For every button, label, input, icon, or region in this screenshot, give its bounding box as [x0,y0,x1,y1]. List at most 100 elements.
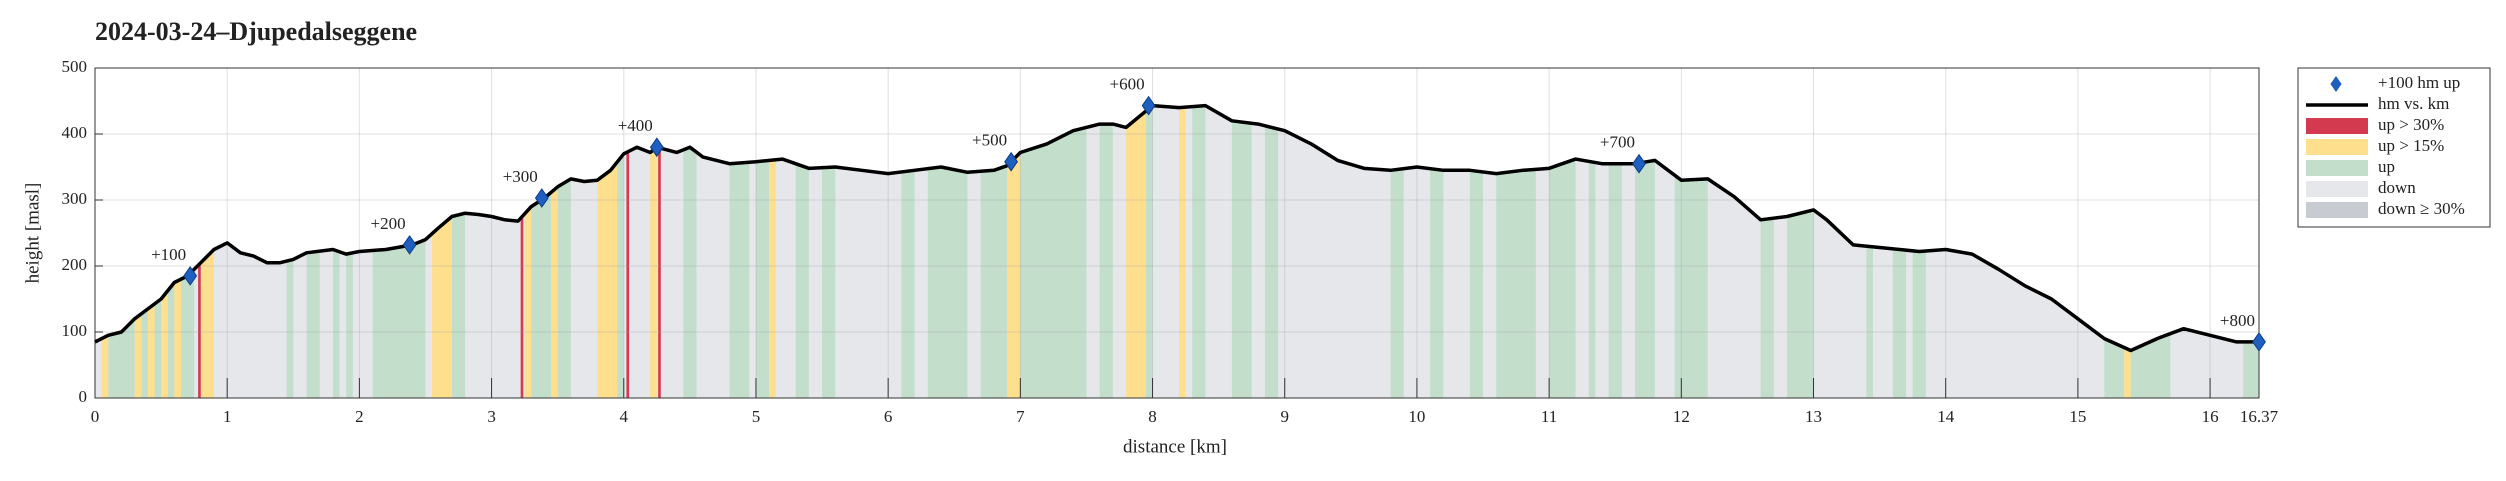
x-tick-label: 0 [91,407,100,426]
y-tick-label: 400 [62,123,88,142]
legend-swatch [2306,160,2368,176]
gradient-band [1892,105,1907,398]
gradient-band [180,105,195,398]
x-tick-label: 8 [1148,407,1157,426]
gradient-band [101,105,109,398]
hm-marker [649,137,664,158]
x-tick-label: 3 [487,407,496,426]
gradient-band [1549,105,1576,398]
legend-swatch [2306,139,2368,155]
gradient-band [1020,105,1087,398]
gradient-band [1912,105,1926,398]
gradient-band [1496,105,1536,398]
gradient-band [551,105,558,398]
marker-label: +800 [2220,311,2255,330]
gradient-band [1264,105,1279,398]
gradient-band [161,105,168,398]
gradient-band [626,105,630,398]
gradient-band [2104,105,2125,398]
marker-label: +700 [1600,133,1635,152]
gradient-band [822,105,836,398]
profile-line [94,103,2259,353]
gradient-band [108,105,135,398]
x-tick-label: 7 [1016,407,1025,426]
hm-marker [1004,151,1019,172]
legend-label: up > 30% [2378,115,2444,134]
marker-label: +500 [972,131,1007,150]
gradient-band [531,105,552,398]
x-tick-label: 13 [1805,407,1822,426]
legend: +100 hm up hm vs. km up > 30% up > 15% up dow… [2297,67,2491,228]
hm-marker [534,188,549,208]
gradient-band [306,105,320,398]
gradient-band [167,105,175,398]
gradient-band [1635,105,1655,398]
gradient-band [520,105,524,398]
x-tick-label: 11 [1541,407,1557,426]
gradient-band [524,105,532,398]
gradient-band [1099,105,1113,398]
gradient-band [1231,105,1252,398]
chart-title: 2024-03-24–Djupedalseggene [95,17,417,46]
gradient-band [1178,105,1186,398]
gradient-band [980,105,1008,398]
x-tick-label: 1 [223,407,232,426]
gradient-band [729,105,750,398]
x-tick-label: 5 [752,407,761,426]
legend-label: down [2378,178,2416,197]
gradient-band [901,105,915,398]
legend-label: up > 15% [2378,136,2444,155]
x-tick-label: 12 [1673,407,1690,426]
gradient-band [755,105,770,398]
y-tick-label: 100 [62,321,88,340]
x-tick-label: 2 [355,407,364,426]
marker-label: +300 [503,167,538,186]
gradient-band [1608,105,1622,398]
gradient-band [1674,105,1708,398]
x-tick-label: 9 [1280,407,1289,426]
gradient-band [658,105,661,398]
gradient-band [683,105,697,398]
hm-marker [1141,95,1156,116]
x-tick-label: 14 [1937,407,1955,426]
legend-label: down ≥ 30% [2378,199,2465,218]
gradient-band [617,105,624,398]
gradient-band [1390,105,1404,398]
x-tick-label: 16.37 [2240,407,2279,426]
gradient-band [927,105,968,398]
marker-label: +600 [1109,75,1144,94]
legend-swatch [2306,118,2368,134]
x-tick-label: 6 [884,407,893,426]
gradient-band [1126,105,1146,398]
gradient-band [1007,105,1021,398]
gradient-band [557,105,571,398]
plot-background [95,105,2259,399]
legend-marker [2330,76,2342,92]
hm-marker [183,266,198,286]
hm-marker [1632,153,1646,174]
gradient-band [1588,105,1596,398]
gradient-band [795,105,809,398]
legend-label: +100 hm up [2378,73,2460,92]
marker-label: +200 [371,214,406,233]
marker-label: +400 [618,116,653,135]
gradient-band [174,105,181,398]
gradient-band [451,105,466,398]
legend-label: hm vs. km [2378,94,2449,113]
gradient-band [1430,105,1444,398]
y-tick-label: 0 [79,387,88,406]
gradient-band [134,105,142,398]
gradient-band [147,105,155,398]
gradient-band [154,105,162,398]
gradient-band [1866,105,1873,398]
x-tick-label: 15 [2069,407,2086,426]
y-tick-label: 200 [62,255,88,274]
gradient-band [198,105,201,398]
y-axis-label: height [masl] [22,183,43,284]
gradient-band [346,105,353,398]
x-axis-label: distance [km] [1123,436,1227,457]
marker-label: +100 [151,245,186,264]
x-tick-label: 16 [2202,407,2219,426]
